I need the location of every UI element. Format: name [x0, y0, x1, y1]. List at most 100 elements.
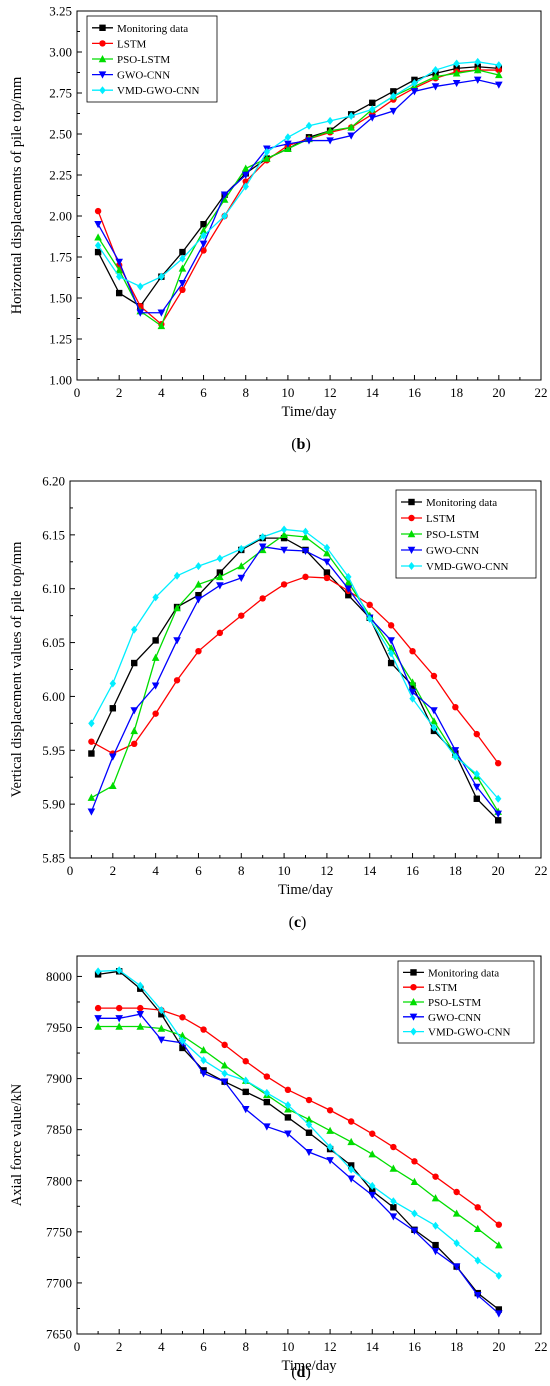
data-point: [241, 1106, 250, 1114]
y-tick-label: 6.10: [42, 581, 65, 596]
data-point: [347, 1165, 355, 1174]
data-point: [115, 289, 123, 297]
data-point: [326, 116, 334, 125]
legend-label: LSTM: [117, 38, 147, 50]
data-point: [157, 1024, 166, 1032]
x-tick-label: 6: [195, 863, 202, 878]
data-point: [432, 1241, 439, 1249]
y-axis-label: Axial force value/kN: [9, 1083, 25, 1206]
data-point: [345, 572, 352, 581]
data-point: [452, 79, 461, 88]
data-point: [323, 569, 331, 576]
data-point: [151, 682, 160, 690]
data-point: [195, 562, 202, 571]
data-point: [284, 1130, 292, 1138]
data-point: [305, 1120, 313, 1129]
legend-marker: [408, 498, 415, 506]
data-point: [323, 574, 331, 582]
data-point: [280, 581, 288, 588]
data-point: [430, 717, 438, 725]
data-point: [221, 212, 228, 220]
legend-marker: [410, 984, 417, 991]
data-point: [431, 1194, 440, 1202]
legend-marker: [408, 562, 415, 570]
x-tick-label: 4: [152, 863, 159, 878]
data-point: [326, 1143, 334, 1152]
data-point: [344, 578, 353, 586]
data-point: [453, 1188, 460, 1196]
data-point: [323, 543, 331, 552]
x-tick-label: 16: [408, 385, 422, 400]
data-point: [87, 808, 96, 816]
legend-marker: [410, 969, 417, 976]
data-point: [347, 1137, 355, 1146]
data-point: [220, 1061, 229, 1069]
y-tick-label: 7800: [46, 1173, 72, 1188]
data-point: [323, 549, 331, 557]
series-vmd-gwo-cnn: [94, 57, 503, 291]
data-point: [284, 1086, 292, 1094]
data-point: [305, 137, 313, 145]
x-tick-label: 8: [242, 385, 249, 400]
data-point: [494, 760, 502, 767]
y-tick-label: 1.50: [49, 291, 72, 306]
x-tick-label: 18: [450, 1339, 463, 1354]
legend-label: VMD-GWO-CNN: [117, 85, 200, 97]
data-point: [216, 554, 224, 563]
x-tick-label: 4: [158, 1339, 165, 1354]
data-point: [242, 1058, 249, 1065]
data-point: [366, 614, 373, 623]
data-point: [94, 248, 102, 256]
x-tick-label: 8: [238, 863, 245, 878]
data-point: [152, 710, 159, 717]
data-point: [216, 582, 224, 590]
series-line: [91, 576, 499, 764]
data-point: [347, 132, 355, 140]
data-point: [136, 1022, 145, 1030]
data-point: [474, 1256, 481, 1265]
data-point: [369, 99, 376, 107]
data-point: [263, 1098, 271, 1106]
data-point: [284, 144, 292, 152]
data-point: [431, 83, 440, 91]
data-point: [158, 1006, 165, 1015]
data-point: [173, 677, 181, 684]
y-tick-label: 3.00: [49, 45, 72, 60]
data-point: [326, 1157, 334, 1165]
data-point: [408, 688, 417, 697]
data-point: [151, 653, 160, 661]
x-axis-label: Time/day: [281, 1358, 337, 1374]
x-axis-label: Time/day: [278, 882, 334, 898]
legend-label: LSTM: [426, 513, 456, 525]
data-point: [326, 1126, 334, 1134]
data-point: [241, 171, 250, 179]
data-point: [409, 694, 416, 703]
data-point: [115, 272, 123, 281]
y-tick-label: 5.95: [42, 743, 65, 758]
data-point: [220, 195, 229, 203]
x-tick-label: 20: [492, 863, 505, 878]
data-point: [280, 534, 288, 542]
data-point: [152, 637, 159, 644]
data-point: [263, 148, 271, 157]
data-point: [94, 1004, 102, 1012]
data-point: [389, 1213, 398, 1221]
y-tick-label: 6.15: [42, 527, 65, 542]
x-tick-label: 18: [450, 385, 463, 400]
data-point: [473, 1224, 482, 1232]
data-point: [387, 637, 395, 645]
y-tick-label: 3.25: [49, 4, 72, 19]
chart-panel-c: 0 2 4 6 8 10 12 14 16 18 20 22 5.85 5.90 5.95 6.00 6.05 6…: [9, 474, 548, 932]
series-pso-lstm: [94, 66, 503, 330]
data-point: [301, 547, 310, 556]
data-point: [368, 1150, 377, 1158]
x-tick-label: 10: [281, 385, 294, 400]
data-point: [452, 752, 459, 761]
data-point: [347, 1162, 355, 1169]
data-point: [199, 226, 208, 234]
y-axis-label: Horizontal displacements of pile top/mm: [9, 76, 25, 314]
data-point: [473, 76, 482, 84]
data-point: [258, 543, 267, 551]
data-point: [115, 1004, 123, 1012]
data-point: [453, 1239, 460, 1248]
